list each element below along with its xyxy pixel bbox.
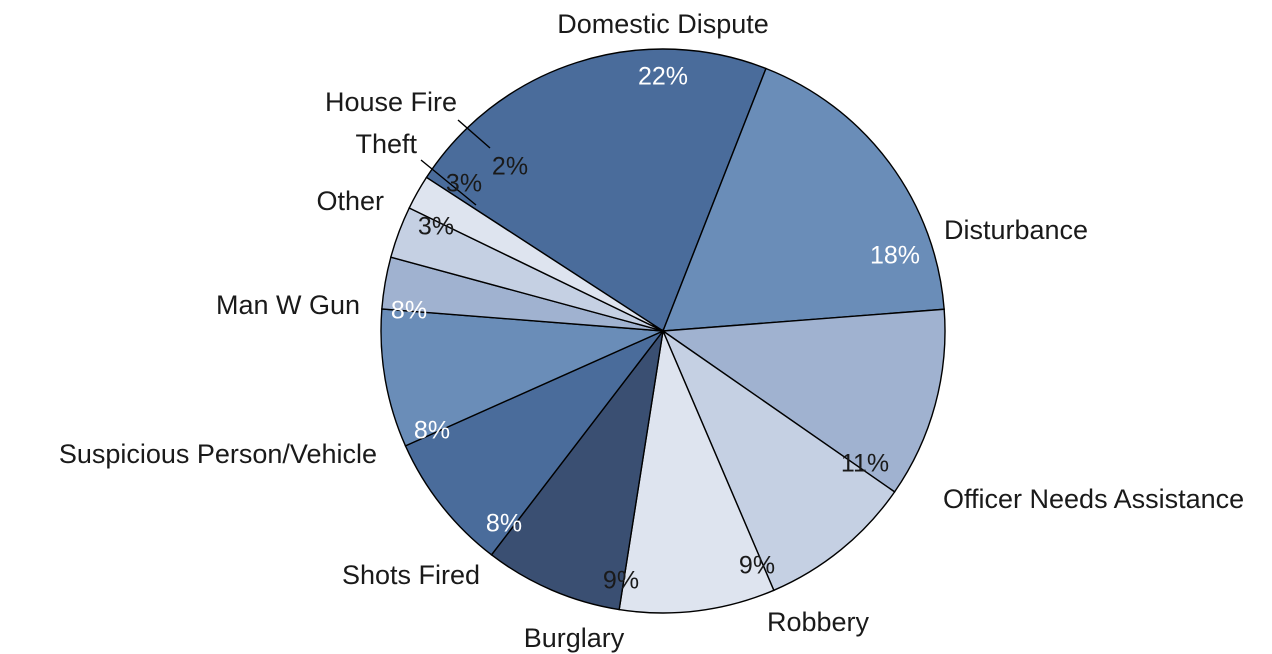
percent-label-shots-fired: 8% <box>486 510 522 538</box>
percent-label-other: 3% <box>418 213 454 241</box>
pie-slice-disturbance <box>661 67 945 332</box>
leader-line-house-fire <box>457 119 491 149</box>
percentage-labels: 22% 18% 11% 9% 9% 8% 8% 8% 3% 3% 2% <box>391 63 920 595</box>
category-label-burglary: Burglary <box>524 623 625 653</box>
category-label-house-fire: House Fire <box>325 87 457 117</box>
percent-label-robbery: 9% <box>739 552 775 580</box>
percent-label-burglary: 9% <box>603 567 639 595</box>
leader-lines <box>420 119 491 206</box>
pie-slice-shots-fired <box>490 330 664 611</box>
category-label-man-w-gun: Man W Gun <box>216 290 360 320</box>
percent-label-disturbance: 18% <box>870 242 920 270</box>
percent-label-officer-needs-assistance: 11% <box>841 450 889 478</box>
category-label-disturbance: Disturbance <box>944 215 1088 245</box>
percent-label-theft: 3% <box>446 170 482 198</box>
category-label-shots-fired: Shots Fired <box>342 560 480 590</box>
pie-slice-officer-needs-assistance <box>660 308 946 493</box>
pie-slice-burglary <box>618 328 775 614</box>
pie-slice-man-w-gun <box>380 308 664 447</box>
pie-slices <box>380 48 946 614</box>
percent-label-house-fire: 2% <box>492 153 528 181</box>
category-label-officer-needs-assistance: Officer Needs Assistance <box>943 484 1244 514</box>
category-label-robbery: Robbery <box>767 607 870 637</box>
percent-label-suspicious-person-vehicle: 8% <box>414 417 450 445</box>
pie-slice-domestic-dispute <box>425 48 767 333</box>
category-label-theft: Theft <box>355 129 417 159</box>
category-label-other: Other <box>316 186 384 216</box>
percent-label-domestic-dispute: 22% <box>638 63 688 91</box>
category-label-suspicious-person-vehicle: Suspicious Person/Vehicle <box>59 439 377 469</box>
leader-line-theft <box>420 159 477 206</box>
category-labels: Domestic Dispute Disturbance Officer Needs… <box>59 9 1244 653</box>
pie-slice-robbery <box>661 329 896 592</box>
pie-slice-house-fire <box>408 176 664 332</box>
category-label-domestic-dispute: Domestic Dispute <box>557 9 769 39</box>
pie-slice-suspicious-person-vehicle <box>404 330 664 556</box>
percent-label-man-w-gun: 8% <box>391 297 427 325</box>
